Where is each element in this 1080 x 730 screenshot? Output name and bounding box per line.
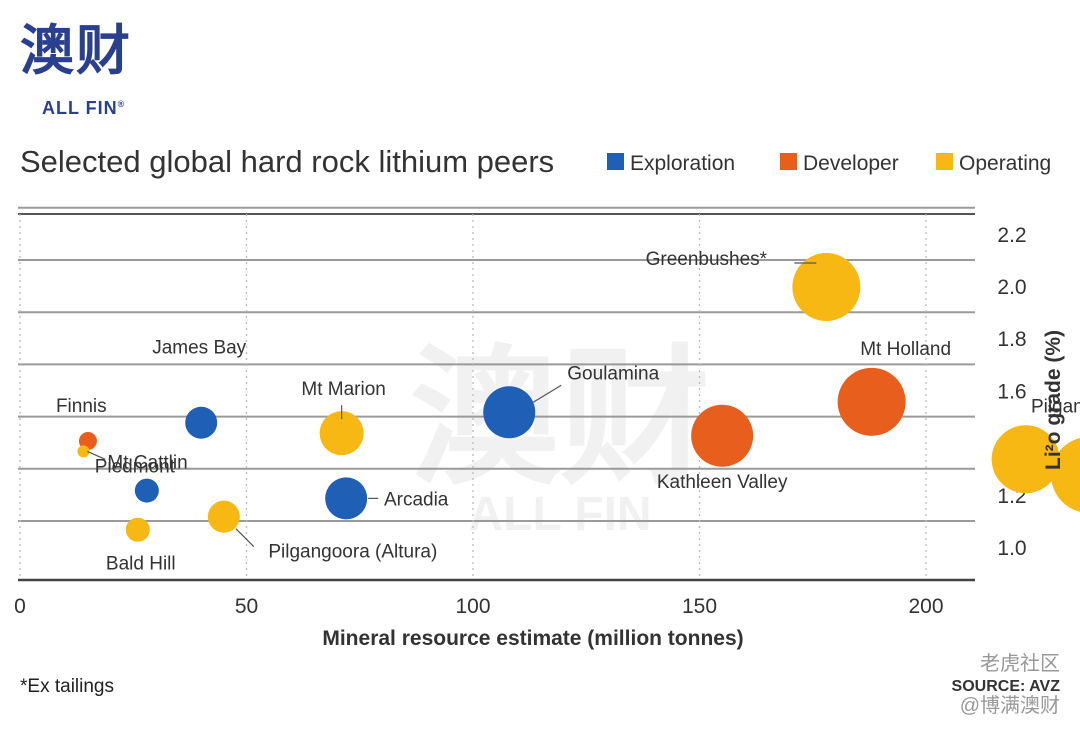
bubble-james-bay (185, 406, 218, 439)
bubble-label: Mt Cattlin (107, 452, 187, 473)
legend-label-exploration: Exploration (630, 152, 735, 175)
y-tick-label: 1.0 (997, 537, 1026, 560)
x-axis-ticks: 050100150200250300350400 (14, 595, 943, 618)
bubble-pilgangoora-altura (207, 500, 240, 533)
legend-swatch-developer (780, 153, 797, 170)
brand-name-cn: 澳财 (20, 21, 132, 81)
x-tick-label: 200 (908, 595, 943, 618)
watermark-en: ALL FIN (468, 488, 651, 541)
bubble-label: James Bay (152, 338, 246, 359)
bubble-label: Greenbushes* (646, 249, 768, 270)
x-tick-label: 150 (682, 595, 717, 618)
bubble-kathleen-valley (691, 404, 754, 467)
watermark-cn: 澳财 (410, 334, 710, 502)
y-tick-label: 1.6 (997, 380, 1026, 403)
y-axis-ticks: 1.01.21.41.61.82.02.2 (997, 224, 1027, 560)
legend: Exploration Developer Operating (607, 152, 1051, 175)
bubble-mt-marion (319, 411, 364, 456)
registered-mark: ® (117, 99, 126, 109)
bubble-greenbushes (792, 253, 861, 321)
bubble-label: Pilgangoora (Altura) (268, 542, 437, 563)
x-tick-label: 50 (235, 595, 258, 618)
brand-logo: 澳财 ALL FIN® (20, 20, 150, 118)
legend-label-developer: Developer (803, 152, 899, 175)
leader-lines (87, 262, 817, 548)
bubble-arcadia (325, 477, 368, 520)
bubble-mt-cattlin (77, 445, 90, 458)
bubble-label: Arcadia (384, 489, 449, 510)
bubble-label: Mt Marion (301, 379, 385, 400)
y-tick-label: 2.2 (997, 224, 1026, 247)
bubble-label: Goulamina (567, 363, 659, 384)
bubble-labels: Greenbushes*AVZMt HollandGoulaminaJames … (56, 249, 1080, 575)
y-tick-label: 1.8 (997, 328, 1026, 351)
bubble-series (77, 253, 1080, 542)
legend-swatch-exploration (607, 153, 624, 170)
legend-swatch-operating (936, 153, 953, 170)
brand-name-en: ALL FIN® (42, 98, 125, 119)
chart-title: Selected global hard rock lithium peers (20, 144, 554, 179)
brand-name-en-text: ALL FIN (42, 98, 118, 118)
x-tick-label: 100 (455, 595, 490, 618)
footnote: *Ex tailings (20, 676, 114, 697)
source-credit: SOURCE: AVZ (952, 678, 1061, 695)
x-tick-label: 0 (14, 595, 26, 618)
bubble-mt-holland (837, 367, 906, 436)
bubble-label: Piedmont (95, 457, 176, 478)
bubble-piedmont (134, 478, 159, 503)
bubble-pilgangoora (991, 425, 1060, 494)
leader-line (532, 384, 562, 403)
bubble-label: Finnis (56, 396, 107, 417)
bubble-label: Kathleen Valley (657, 472, 788, 493)
leader-line (87, 450, 106, 460)
y-axis-title: Li²o grade (%) (1042, 330, 1065, 470)
x-axis-title: Mineral resource estimate (million tonne… (322, 627, 743, 650)
bubble-label: Mt Holland (860, 339, 951, 360)
bubble-bald-hill (125, 517, 150, 542)
bubble-goulamina (483, 386, 536, 439)
corner-watermark-line2: @博满澳财 (960, 694, 1060, 717)
corner-watermark-line1: 老虎社区 (980, 652, 1060, 675)
bubble-label: Bald Hill (106, 554, 176, 575)
y-tick-label: 2.0 (997, 276, 1026, 299)
bubble-label: Pilgangoora (1031, 396, 1080, 417)
legend-label-operating: Operating (959, 152, 1051, 175)
leader-line (235, 528, 255, 548)
